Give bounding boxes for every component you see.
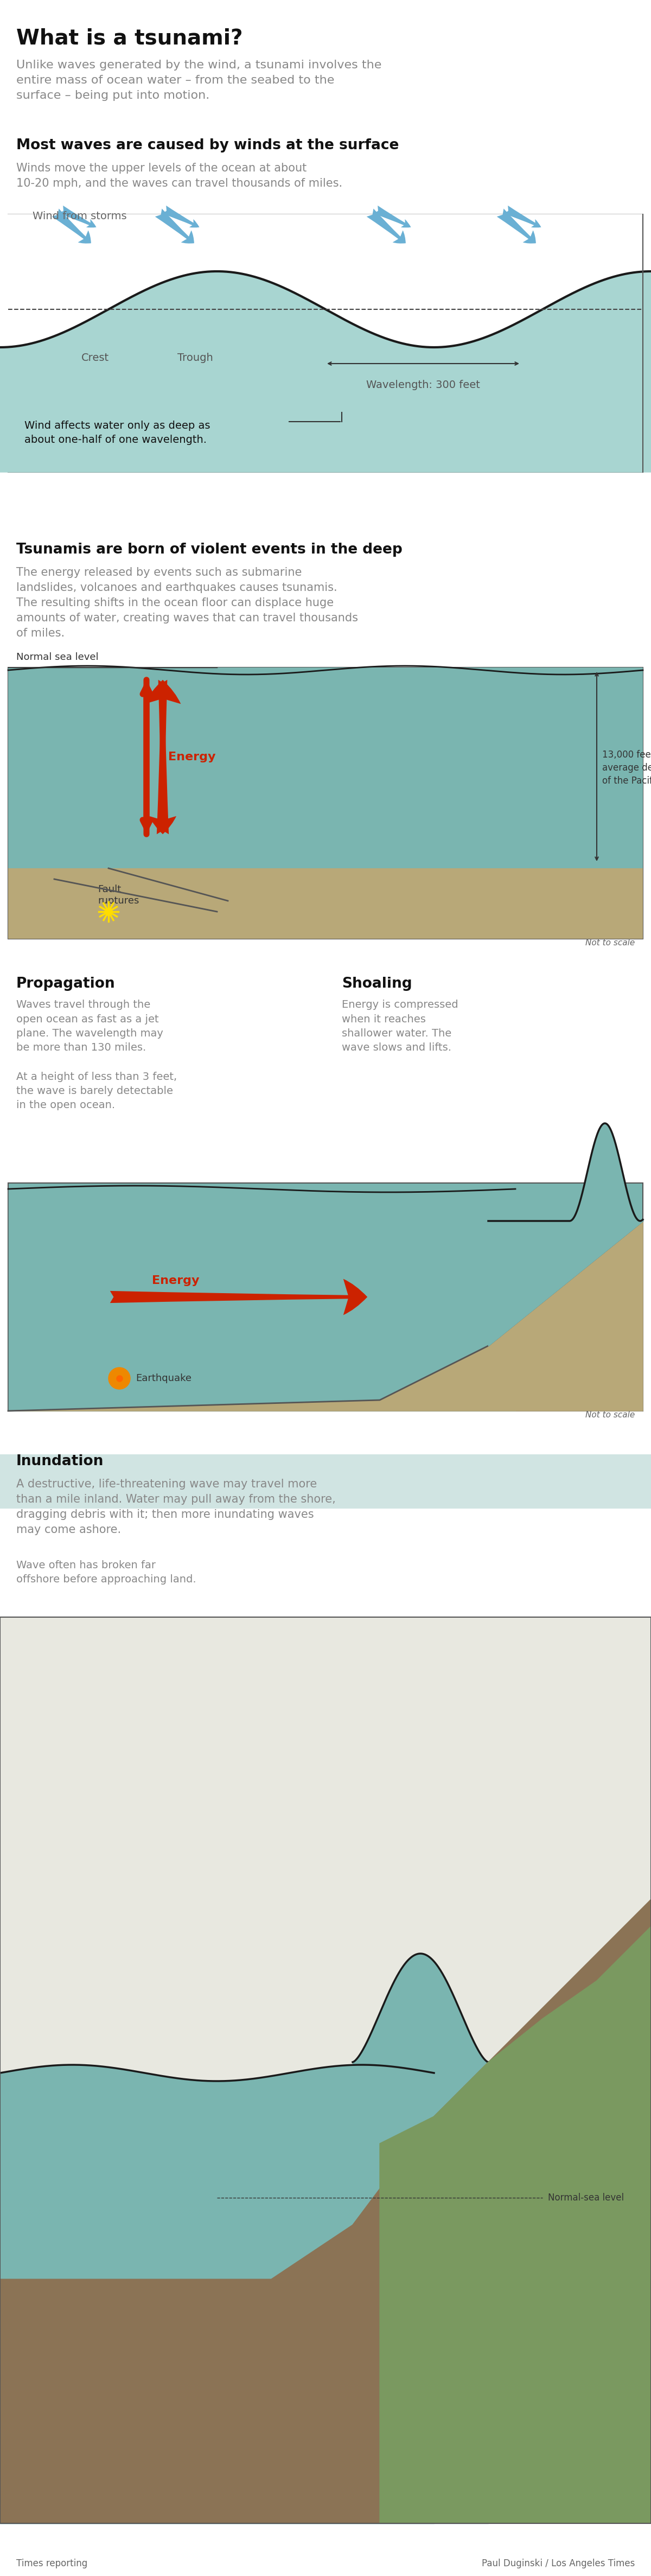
Text: Shoaling: Shoaling xyxy=(342,976,412,992)
Text: Winds move the upper levels of the ocean at about
10-20 mph, and the waves can t: Winds move the upper levels of the ocean… xyxy=(16,162,342,188)
Bar xyxy=(8,214,643,471)
Text: Wave often has broken far
offshore before approaching land.: Wave often has broken far offshore befor… xyxy=(16,1561,196,1584)
Bar xyxy=(8,667,643,938)
Text: Crest: Crest xyxy=(81,353,109,363)
Text: Most waves are caused by winds at the surface: Most waves are caused by winds at the su… xyxy=(16,139,399,152)
Text: A destructive, life-threatening wave may travel more
than a mile inland. Water m: A destructive, life-threatening wave may… xyxy=(16,1479,336,1535)
Text: Wavelength: 300 feet: Wavelength: 300 feet xyxy=(367,379,480,389)
Text: Not to scale: Not to scale xyxy=(585,1412,635,1419)
Text: The energy released by events such as submarine
landslides, volcanoes and earthq: The energy released by events such as su… xyxy=(16,567,358,639)
Text: Waves travel through the
open ocean as fast as a jet
plane. The wavelength may
b: Waves travel through the open ocean as f… xyxy=(16,999,177,1110)
Bar xyxy=(8,868,643,938)
Text: Normal-sea level: Normal-sea level xyxy=(548,2192,624,2202)
Circle shape xyxy=(109,1368,130,1388)
Text: What is a tsunami?: What is a tsunami? xyxy=(16,28,243,49)
Text: Energy: Energy xyxy=(168,752,215,762)
Text: Fault
ruptures: Fault ruptures xyxy=(98,884,139,907)
Text: Wind affects water only as deep as
about one-half of one wavelength.: Wind affects water only as deep as about… xyxy=(25,420,210,446)
Text: Paul Duginski / Los Angeles Times: Paul Duginski / Los Angeles Times xyxy=(482,2558,635,2568)
Text: Earthquake: Earthquake xyxy=(135,1373,191,1383)
Text: Normal sea level: Normal sea level xyxy=(16,652,98,662)
Polygon shape xyxy=(0,1899,651,2524)
Text: Energy is compressed
when it reaches
shallower water. The
wave slows and lifts.: Energy is compressed when it reaches sha… xyxy=(342,999,458,1054)
Text: Inundation: Inundation xyxy=(16,1455,104,1468)
Text: Unlike waves generated by the wind, a tsunami involves the
entire mass of ocean : Unlike waves generated by the wind, a ts… xyxy=(16,59,381,100)
Text: 13,000 feet,
average depth
of the Pacific Ocean: 13,000 feet, average depth of the Pacifi… xyxy=(602,750,651,786)
Bar xyxy=(8,1182,643,1412)
Text: Tsunamis are born of violent events in the deep: Tsunamis are born of violent events in t… xyxy=(16,544,402,556)
Text: Wind from storms: Wind from storms xyxy=(33,211,127,222)
Bar xyxy=(0,1618,651,2524)
Bar xyxy=(8,667,643,868)
Text: Energy: Energy xyxy=(152,1275,199,1285)
Bar xyxy=(0,1618,651,2524)
Text: Times reporting: Times reporting xyxy=(16,2558,87,2568)
Bar xyxy=(0,1455,651,1510)
Polygon shape xyxy=(380,1927,651,2524)
Polygon shape xyxy=(8,1221,643,1412)
Text: Not to scale: Not to scale xyxy=(585,938,635,948)
Polygon shape xyxy=(0,2280,488,2524)
Bar xyxy=(0,1455,651,1510)
Text: Propagation: Propagation xyxy=(16,976,115,992)
Text: Trough: Trough xyxy=(178,353,213,363)
